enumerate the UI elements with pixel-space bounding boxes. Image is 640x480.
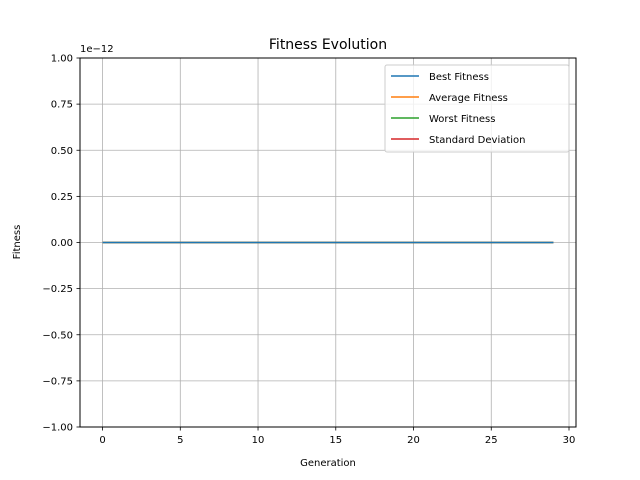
x-tick-label: 25	[485, 435, 498, 446]
y-axis-label: Fitness	[12, 225, 23, 260]
x-tick-label: 5	[177, 435, 183, 446]
y-axis-offset-label: 1e−12	[80, 44, 114, 55]
x-tick-label: 0	[99, 435, 105, 446]
legend: Best Fitness Average Fitness Worst Fitne…	[384, 64, 570, 153]
y-tick-label: 0.50	[51, 146, 73, 157]
legend-box	[384, 64, 570, 153]
y-tick-label: 0.75	[51, 100, 73, 111]
y-tick-label: −0.50	[42, 330, 73, 341]
y-tick-label: −1.00	[42, 423, 73, 434]
legend-label-std: Standard Deviation	[429, 135, 526, 146]
legend-label-worst: Worst Fitness	[429, 114, 495, 125]
x-tick-label: 30	[563, 435, 576, 446]
x-tick-label: 10	[252, 435, 265, 446]
y-tick-label: −0.25	[42, 284, 73, 295]
y-tick-label: 0.00	[51, 238, 73, 249]
y-tick-label: 1.00	[51, 54, 73, 65]
x-axis-label: Generation	[300, 458, 356, 469]
chart-title: Fitness Evolution	[269, 37, 387, 53]
x-tick-label: 20	[407, 435, 420, 446]
legend-label-average: Average Fitness	[429, 93, 508, 104]
legend-label-best: Best Fitness	[429, 72, 489, 83]
y-tick-label: −0.75	[42, 376, 73, 387]
x-tick-label: 15	[329, 435, 342, 446]
axis-ticks: 0 5 10 15 20 25 30 1.00 0.75 0.50 0.25 0.00 −0.25 −0.…	[42, 54, 575, 447]
y-tick-label: 0.25	[51, 192, 73, 203]
